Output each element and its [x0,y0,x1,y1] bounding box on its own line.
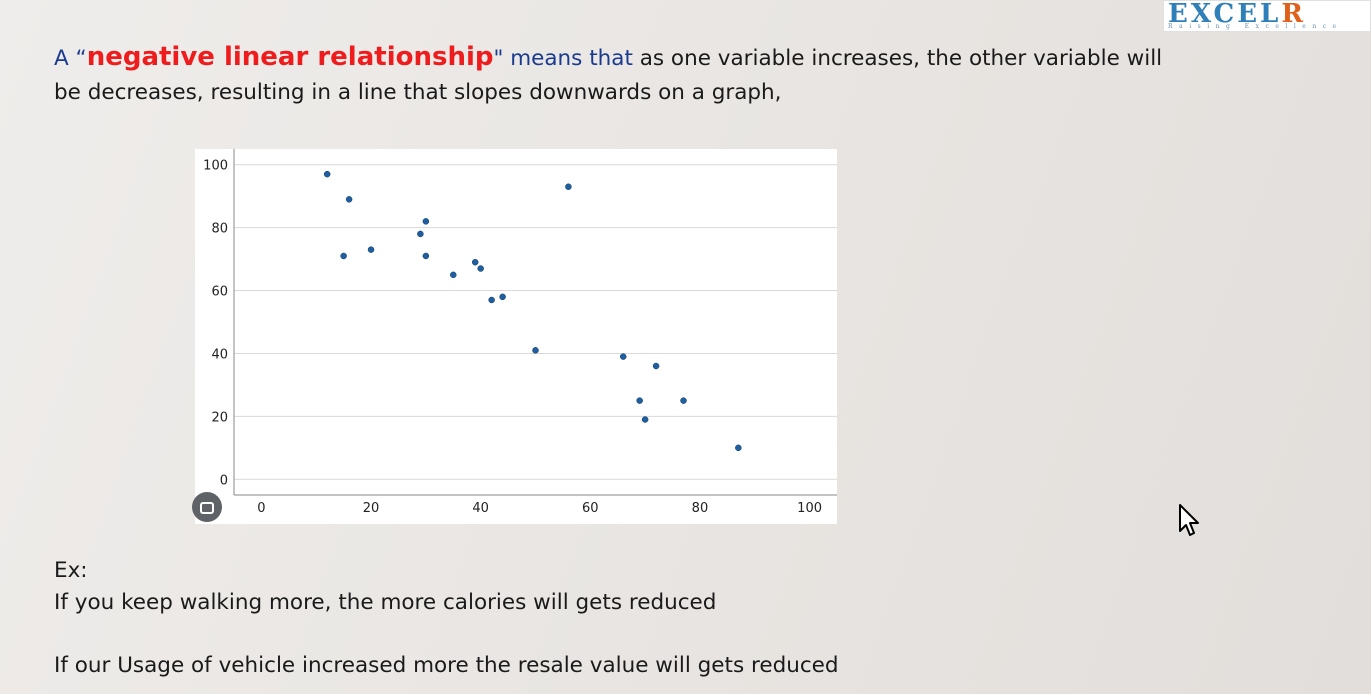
scatter-chart-svg: 0 20 40 60 80 100 0 20 40 60 80 100 [203,149,837,516]
logo-tagline: Raising Excellence [1168,23,1343,30]
data-point [680,397,687,404]
x-tick-label: 60 [582,501,599,516]
data-point [488,296,495,304]
data-point [565,183,572,190]
data-point [422,218,430,225]
y-tick-label: 0 [220,473,228,488]
x-tick-label: 100 [797,501,822,516]
intro-highlight: negative linear relationship [86,42,494,72]
intro-open-quote: A “ [54,46,87,71]
camera-icon[interactable] [192,492,222,522]
data-point [619,353,627,360]
intro-close-quote: " means that [493,46,633,71]
intro-rest: as one variable increases, the other var… [54,46,1163,105]
y-tick-label: 100 [203,159,228,174]
logo-main: EXCEL [1168,0,1282,29]
y-tick-label: 20 [211,410,228,425]
data-point [417,230,424,238]
data-point [641,416,649,423]
y-tick-label: 40 [211,347,228,362]
data-point [367,246,375,253]
data-point [340,252,347,260]
x-tick-label: 80 [692,501,709,516]
intro-paragraph: A “negative linear relationship" means t… [54,40,1164,110]
y-tick-label: 80 [211,222,228,237]
data-point [499,293,506,301]
data-point [636,397,643,404]
data-point [652,362,660,370]
mouse-pointer-icon [1179,504,1199,536]
scatter-chart: 0 20 40 60 80 100 0 20 40 60 80 100 [195,149,837,524]
data-point [532,347,539,354]
y-tick-label: 60 [211,285,228,300]
example-heading: Ex: [54,558,88,583]
data-point [735,444,742,452]
data-point [477,265,484,272]
example-line-1: If you keep walking more, the more calor… [54,590,717,615]
x-tick-label: 0 [257,501,265,516]
data-point [323,170,331,178]
data-point [450,271,457,279]
data-point [422,252,430,260]
x-tick-label: 20 [363,501,380,516]
logo-accent: R [1281,0,1306,29]
x-tick-label: 40 [472,501,489,516]
example-line-2: If our Usage of vehicle increased more t… [54,653,839,678]
data-point [345,196,353,203]
data-point [471,258,479,266]
excelr-logo: EXCELR Raising Excellence [1163,0,1371,32]
